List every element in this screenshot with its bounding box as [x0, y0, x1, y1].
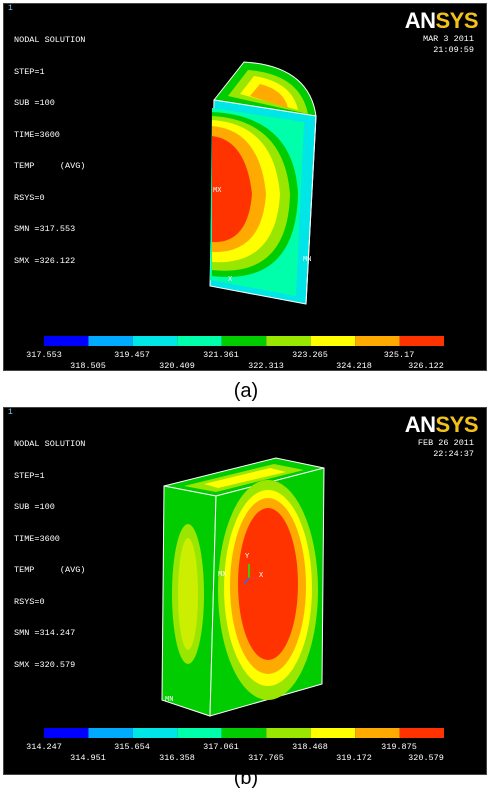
legend-label: 322.313 [248, 361, 284, 371]
window-number: 1 [8, 4, 13, 13]
legend-swatch [88, 336, 133, 346]
legend-swatch [266, 728, 311, 738]
info-line: NODAL SOLUTION [14, 439, 86, 449]
legend-label: 317.061 [203, 742, 239, 752]
max-marker: MX [218, 571, 227, 579]
legend-label: 318.505 [70, 361, 106, 371]
info-line: SMN =317.553 [14, 224, 76, 234]
figure-caption-b: (b) [233, 767, 259, 789]
legend-label: 320.579 [408, 753, 444, 763]
info-line: SMN =314.247 [14, 628, 76, 638]
model-top-cap [213, 61, 317, 117]
legend-label: 319.457 [114, 350, 150, 360]
legend-swatch [88, 728, 133, 738]
legend-swatch [132, 728, 178, 738]
legend-label: 317.765 [248, 753, 284, 763]
contour-legend-b: 314.247 315.654 317.061 318.468 319.875 … [26, 728, 444, 776]
date-text: FEB 26 2011 [417, 438, 474, 448]
info-line: SUB =100 [14, 502, 55, 512]
time-text: 21:09:59 [433, 44, 474, 55]
legend-label: 317.553 [26, 350, 62, 360]
axis-label-y: Y [245, 553, 250, 561]
axis-label-x: X [259, 572, 264, 580]
info-line: RSYS=0 [14, 596, 45, 607]
ansys-window-b: 1 NODAL SOLUTION STEP=1 SUB =100 TIME=36… [3, 407, 487, 775]
legend-swatch [355, 336, 400, 346]
legend-label: 321.361 [203, 350, 239, 360]
legend-swatch [266, 336, 311, 346]
legend-swatch [355, 728, 400, 738]
legend-swatch [310, 336, 356, 346]
solution-info: NODAL SOLUTION STEP=1 SUB =100 TIME=3600… [14, 418, 85, 691]
info-line: SMX =320.579 [14, 659, 76, 670]
legend-label: 314.247 [26, 742, 62, 752]
model-front-face [209, 99, 317, 305]
legend-color-bar [44, 728, 444, 738]
date-text: MAR 3 2011 [422, 34, 474, 44]
figure-caption-a: (a) [233, 380, 259, 402]
model-left-face [161, 485, 217, 717]
legend-label: 314.951 [70, 753, 106, 763]
info-line: TIME=3600 [14, 129, 60, 140]
legend-label: 326.122 [408, 361, 444, 371]
window-number: 1 [8, 408, 13, 417]
legend-label: 315.654 [114, 742, 150, 752]
legend-swatch [44, 728, 89, 738]
legend-label: 324.218 [336, 361, 372, 371]
time-text: 22:24:37 [433, 448, 474, 459]
info-line: SMX =326.122 [14, 255, 76, 266]
max-marker: MX [213, 187, 222, 195]
legend-swatch [221, 336, 267, 346]
ansys-logo: ANSYS [404, 8, 479, 33]
legend-color-bar [44, 336, 444, 346]
info-line: STEP=1 [14, 66, 45, 77]
solution-info: NODAL SOLUTION STEP=1 SUB =100 TIME=3600… [14, 14, 85, 287]
legend-label: 319.172 [336, 753, 372, 763]
legend-swatch [44, 336, 89, 346]
legend-label: 323.265 [292, 350, 328, 360]
temperature-contour-model-b [161, 457, 325, 717]
ansys-logo: ANSYS [404, 412, 479, 437]
min-marker: MN [165, 696, 174, 704]
contour-legend-a: 317.553 319.457 321.361 323.265 325.17 3… [26, 336, 444, 384]
legend-label: 319.875 [381, 742, 417, 752]
info-line: SUB =100 [14, 98, 55, 108]
info-line: TIME=3600 [14, 533, 60, 544]
info-line: NODAL SOLUTION [14, 35, 86, 45]
legend-swatch [310, 728, 356, 738]
ansys-window-a: 1 NODAL SOLUTION STEP=1 SUB =100 TIME=36… [3, 3, 487, 371]
date-stamp: FEB 26 2011 22:24:37 [418, 438, 474, 459]
model-front-face [209, 467, 325, 717]
legend-swatch [132, 336, 178, 346]
legend-swatch [177, 336, 222, 346]
legend-swatch [399, 728, 444, 738]
date-stamp: MAR 3 2011 21:09:59 [423, 34, 474, 55]
legend-label: 318.468 [292, 742, 328, 752]
info-line: RSYS=0 [14, 192, 45, 203]
legend-label: 325.17 [383, 350, 415, 360]
temperature-contour-model-a [209, 61, 317, 305]
info-line: TEMP (AVG) [14, 565, 86, 575]
axis-label-x: X [228, 276, 233, 284]
info-line: TEMP (AVG) [14, 161, 86, 171]
legend-label: 316.358 [159, 753, 195, 763]
axis-triad [243, 564, 258, 585]
legend-swatch [221, 728, 267, 738]
legend-label: 320.409 [159, 361, 195, 371]
min-marker: MN [303, 256, 312, 264]
legend-swatch [177, 728, 222, 738]
model-top-face [163, 457, 325, 497]
info-line: STEP=1 [14, 470, 45, 481]
legend-swatch [399, 336, 444, 346]
